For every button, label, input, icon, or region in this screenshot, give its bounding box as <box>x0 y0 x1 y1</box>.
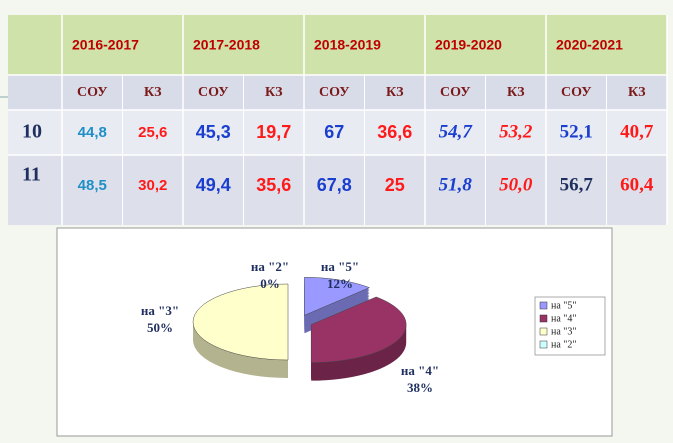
table-cell: 67 <box>324 122 344 142</box>
table-cell: 54,7 <box>439 121 474 142</box>
table-cell: 44,8 <box>78 124 107 141</box>
table-cell: 60,4 <box>620 174 654 195</box>
table: 2016-2017 2017-2018 2018-2019 2019-2020 2020… <box>8 15 668 225</box>
table-cell: 40,7 <box>620 121 654 142</box>
table-cell: 19,7 <box>256 122 291 142</box>
table-cell: 51,8 <box>439 174 473 195</box>
table-cell: 45,3 <box>196 122 231 142</box>
year-header: 2020-2021 <box>556 37 623 53</box>
legend-label: на "4" <box>551 313 576 324</box>
table-cell: 67,8 <box>317 175 352 195</box>
table-cell: 35,6 <box>256 175 291 195</box>
legend-swatch <box>539 314 548 323</box>
legend-swatch <box>539 340 548 349</box>
slice-label: на "4" <box>401 363 439 378</box>
year-header: 2017-2018 <box>193 37 260 53</box>
table-row-bg <box>8 155 667 225</box>
table-cell: 52,1 <box>560 121 593 142</box>
sub-header: КЗ <box>265 85 283 100</box>
table-row-bg <box>8 75 667 110</box>
table-cell: 49,4 <box>196 175 231 195</box>
legend-label: на "5" <box>551 300 576 311</box>
table-cell: 53,2 <box>499 121 533 142</box>
sub-header: КЗ <box>144 85 162 100</box>
sub-header: КЗ <box>507 85 525 100</box>
table-row-bg <box>8 110 667 155</box>
row-label: 11 <box>22 164 41 186</box>
year-header: 2018-2019 <box>314 37 381 53</box>
value-label: 0% <box>260 276 280 291</box>
legend-swatch <box>539 327 548 336</box>
year-header: 2019-2020 <box>435 37 502 53</box>
table-cell: 50,0 <box>499 174 533 195</box>
slice-label: на "5" <box>321 259 359 274</box>
sub-header: КЗ <box>628 85 646 100</box>
legend-label: на "2" <box>551 339 576 350</box>
table-row-bg <box>8 15 667 75</box>
table-cell: 36,6 <box>377 122 412 142</box>
sub-header: СОУ <box>561 85 592 100</box>
sub-header: СОУ <box>440 85 471 100</box>
pie-chart: на "5" 12% на "4" 38% на "3" 50% на "2" 0% на "5… <box>141 259 606 395</box>
sub-header: СОУ <box>319 85 350 100</box>
value-label: 12% <box>327 276 353 291</box>
value-label: 50% <box>147 320 173 335</box>
slice-label: на "3" <box>141 303 179 318</box>
sub-header: СОУ <box>198 85 229 100</box>
slice <box>304 277 371 316</box>
slice-label: на "2" <box>251 259 289 274</box>
table-cell: 25 <box>385 175 405 195</box>
slice <box>192 283 289 361</box>
slice <box>310 296 407 363</box>
table-cell: 48,5 <box>78 177 107 194</box>
legend-label: на "3" <box>551 326 576 337</box>
sub-header: СОУ <box>77 85 108 100</box>
sub-header: КЗ <box>386 85 404 100</box>
year-header: 2016-2017 <box>72 37 139 53</box>
table-cell: 30,2 <box>138 177 167 194</box>
table-cell: 56,7 <box>560 174 594 195</box>
row-label: 10 <box>22 121 42 143</box>
table-cell: 25,6 <box>138 124 167 141</box>
legend-swatch <box>539 301 548 310</box>
value-label: 38% <box>407 380 433 395</box>
